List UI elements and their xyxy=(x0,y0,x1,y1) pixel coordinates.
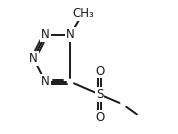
Text: N: N xyxy=(66,28,75,41)
Text: N: N xyxy=(29,52,38,65)
Text: O: O xyxy=(95,64,104,78)
Text: CH₃: CH₃ xyxy=(72,7,94,20)
Text: O: O xyxy=(95,111,104,124)
Text: S: S xyxy=(96,88,103,101)
Text: N: N xyxy=(41,75,50,88)
Text: N: N xyxy=(41,28,50,41)
